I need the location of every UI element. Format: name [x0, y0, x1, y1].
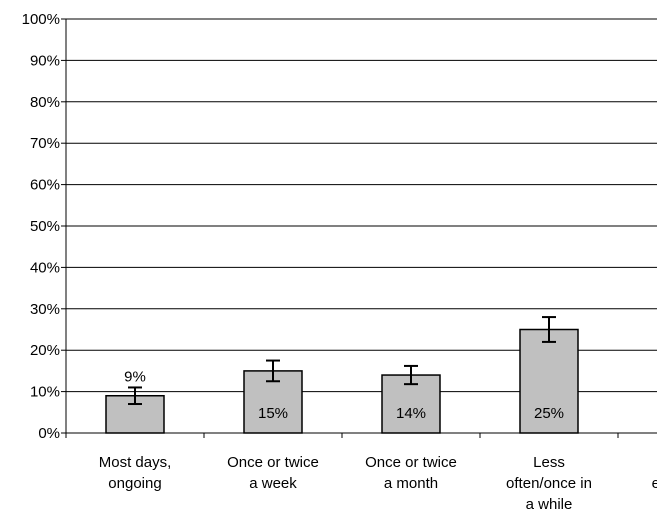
category-label: Once or twice: [227, 454, 319, 471]
bar: [519, 328, 579, 434]
data-label: 25%: [534, 405, 564, 422]
data-label: 9%: [124, 368, 146, 385]
category-label: Less: [533, 454, 565, 471]
y-tick-label: 70%: [30, 135, 60, 152]
category-label: a week: [249, 475, 297, 492]
y-tick-label: 0%: [38, 425, 60, 442]
data-label: 14%: [396, 405, 426, 422]
y-tick-label: 20%: [30, 342, 60, 359]
y-tick-label: 90%: [30, 52, 60, 69]
category-label: Once or twice: [365, 454, 457, 471]
category-label: ever/never: [652, 475, 657, 492]
y-tick-label: 60%: [30, 177, 60, 194]
y-tick-label: 50%: [30, 218, 60, 235]
y-tick-label: 100%: [22, 11, 60, 28]
y-tick-label: 40%: [30, 259, 60, 276]
category-label: ongoing: [108, 475, 161, 492]
category-label: a month: [384, 475, 438, 492]
category-label: a while: [526, 496, 573, 513]
y-tick-label: 30%: [30, 301, 60, 318]
y-tick-label: 80%: [30, 94, 60, 111]
category-label: often/once in: [506, 475, 592, 492]
data-label: 15%: [258, 405, 288, 422]
category-label: Most days,: [99, 454, 172, 471]
y-tick-label: 10%: [30, 384, 60, 401]
